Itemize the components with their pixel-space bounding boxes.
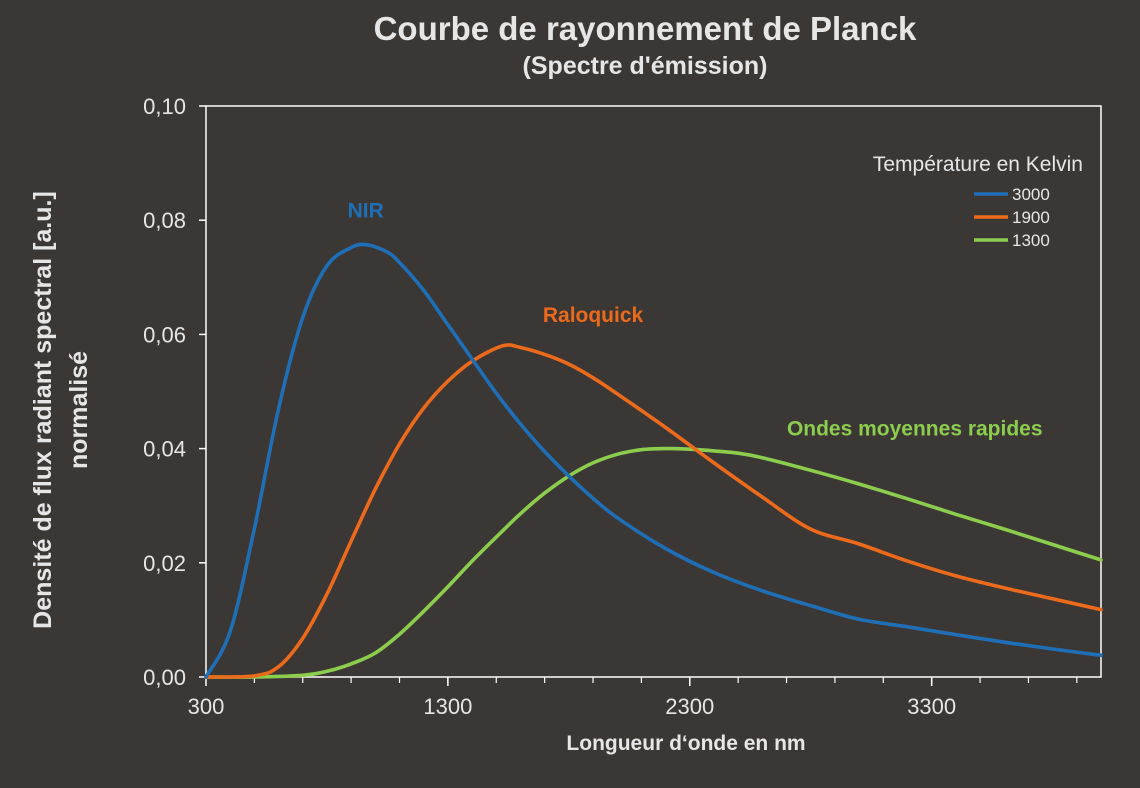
series-annotation-3000: NIR [348, 199, 384, 222]
legend-entry-3000: 3000 [1012, 185, 1050, 204]
chart-subtitle: (Spectre d'émission) [523, 52, 768, 80]
axis-ticks: 0,00 0,02 0,04 0,06 0,08 0,10 300 1300 2300 3300 [143, 94, 1078, 719]
series-annotation-1300: Ondes moyennes rapides [787, 417, 1043, 440]
legend-title: Température en Kelvin [873, 153, 1083, 176]
y-tick-label: 0,10 [143, 94, 186, 119]
y-axis-label-line2: normalisé [65, 351, 93, 469]
x-tick-label: 3300 [907, 694, 956, 719]
y-tick-label: 0,02 [143, 551, 186, 576]
y-tick-label: 0,04 [143, 437, 186, 462]
series-line-1900 [204, 343, 1103, 679]
chart-title: Courbe de rayonnement de Planck [374, 10, 917, 47]
series-line-3000 [204, 242, 1103, 679]
y-tick-label: 0,00 [143, 665, 186, 690]
series-lines [204, 242, 1103, 679]
plot-border [205, 105, 1102, 678]
legend: Température en Kelvin 3000 1900 1300 [873, 153, 1083, 250]
x-axis-label: Longueur d‘onde en nm [566, 732, 805, 755]
y-tick-label: 0,08 [143, 208, 186, 233]
y-axis-label-line1: Densité de flux radiant spectral [a.u.] [29, 191, 57, 629]
y-tick-label: 0,06 [143, 322, 186, 347]
x-tick-label: 1300 [423, 694, 472, 719]
legend-entry-1300: 1300 [1012, 231, 1050, 250]
plot-area [205, 105, 1102, 678]
series-line-1300 [204, 446, 1103, 679]
x-tick-label: 2300 [665, 694, 714, 719]
legend-entry-1900: 1900 [1012, 208, 1050, 227]
series-annotations: NIR Raloquick Ondes moyennes rapides [348, 199, 1043, 440]
series-annotation-1900: Raloquick [543, 304, 644, 327]
x-tick-label: 300 [188, 694, 225, 719]
